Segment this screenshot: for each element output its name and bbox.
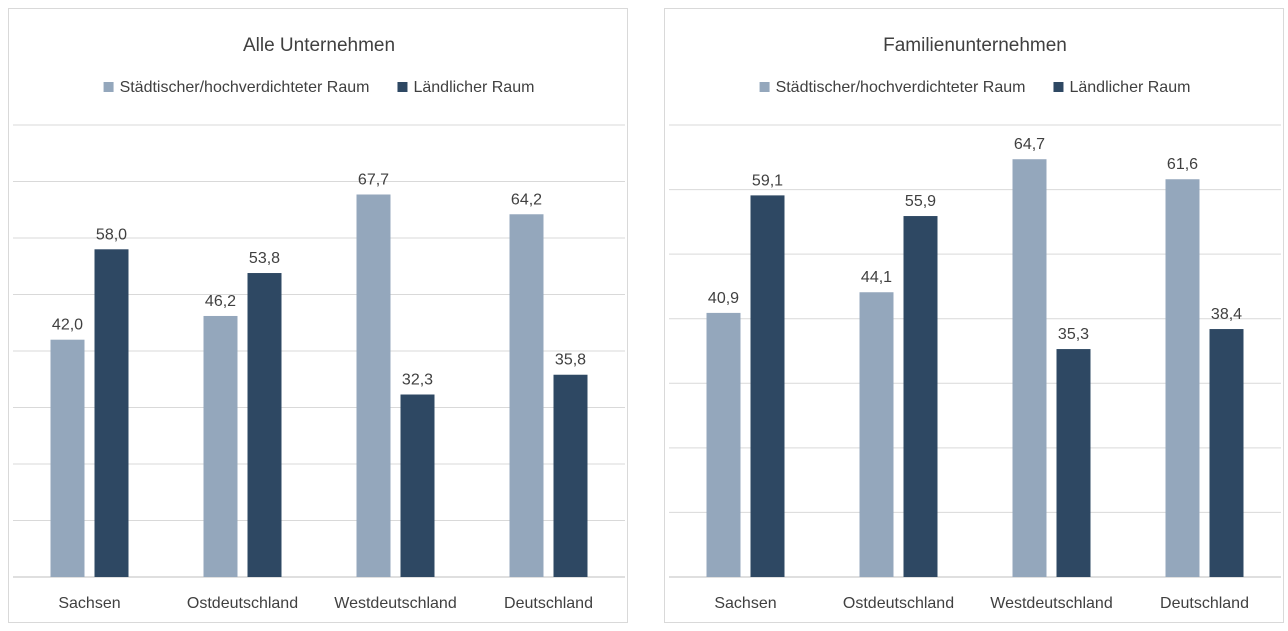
data-label: 32,3 — [402, 372, 433, 389]
bar-sachsen-1 — [94, 249, 129, 578]
data-label: 38,4 — [1211, 306, 1242, 323]
bar-ostdeutschland-0 — [859, 292, 894, 577]
data-label: 35,3 — [1058, 326, 1089, 343]
data-label: 67,7 — [358, 171, 389, 188]
bar-ostdeutschland-0 — [203, 315, 238, 577]
data-label: 61,6 — [1167, 156, 1198, 173]
bar-sachsen-0 — [50, 339, 85, 577]
legend-swatch-1 — [1053, 82, 1064, 92]
category-label: Deutschland — [504, 595, 593, 612]
bar-ostdeutschland-1 — [903, 216, 938, 577]
data-label: 58,0 — [96, 226, 127, 243]
data-label: 64,7 — [1014, 136, 1045, 153]
category-label: Westdeutschland — [990, 595, 1112, 612]
data-label: 64,2 — [511, 191, 542, 208]
bar-westdeutschland-0 — [1012, 159, 1047, 578]
chart-familienunternehmen: Familienunternehmen Städtischer/hochverdi… — [664, 8, 1284, 623]
legend: Städtischer/hochverdichteter Raum Ländlic… — [103, 79, 534, 96]
category-label: Deutschland — [1160, 595, 1249, 612]
category-label: Sachsen — [714, 595, 776, 612]
bar-deutschland-0 — [1165, 179, 1200, 578]
category-label: Ostdeutschland — [187, 595, 298, 612]
chart-title: Familienunternehmen — [883, 35, 1067, 56]
bar-deutschland-1 — [1209, 329, 1244, 577]
legend: Städtischer/hochverdichteter Raum Ländlic… — [759, 79, 1190, 96]
bar-deutschland-1 — [553, 374, 588, 577]
legend-swatch-0 — [103, 82, 114, 92]
legend-label-1: Ländlicher Raum — [413, 79, 534, 96]
chart-title: Alle Unternehmen — [243, 35, 395, 56]
bar-westdeutschland-1 — [400, 394, 435, 577]
legend-label-1: Ländlicher Raum — [1069, 79, 1190, 96]
data-label: 53,8 — [249, 250, 280, 267]
bar-ostdeutschland-1 — [247, 273, 282, 577]
data-label: 40,9 — [708, 290, 739, 307]
chart-svg: Familienunternehmen Städtischer/hochverdi… — [669, 35, 1281, 612]
data-label: 55,9 — [905, 193, 936, 210]
data-label: 35,8 — [555, 352, 586, 369]
bar-sachsen-0 — [706, 312, 741, 577]
bar-westdeutschland-1 — [1056, 349, 1091, 577]
bar-westdeutschland-0 — [356, 194, 391, 577]
legend-swatch-0 — [759, 82, 770, 92]
category-label: Ostdeutschland — [843, 595, 954, 612]
category-label: Sachsen — [58, 595, 120, 612]
chart-svg: Alle Unternehmen Städtischer/hochverdicht… — [13, 35, 625, 612]
bar-deutschland-0 — [509, 214, 544, 577]
data-label: 42,0 — [52, 317, 83, 334]
data-label: 46,2 — [205, 293, 236, 310]
legend-label-0: Städtischer/hochverdichteter Raum — [120, 79, 370, 96]
bar-sachsen-1 — [750, 195, 785, 577]
category-label: Westdeutschland — [334, 595, 456, 612]
chart-alle-unternehmen: Alle Unternehmen Städtischer/hochverdicht… — [8, 8, 628, 623]
data-label: 44,1 — [861, 269, 892, 286]
data-label: 59,1 — [752, 172, 783, 189]
legend-swatch-1 — [397, 82, 408, 92]
legend-label-0: Städtischer/hochverdichteter Raum — [776, 79, 1026, 96]
